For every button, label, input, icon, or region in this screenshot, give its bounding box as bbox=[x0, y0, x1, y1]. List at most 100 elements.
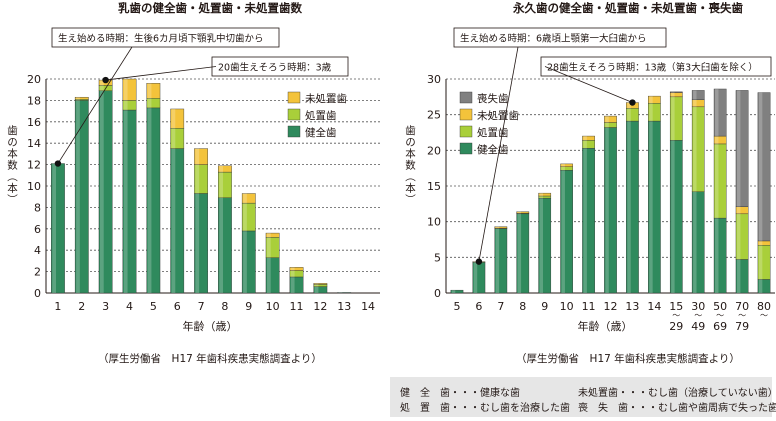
x-tick-label: 14 bbox=[361, 300, 375, 313]
bar-highlight bbox=[627, 108, 631, 122]
x-tick-label: 12 bbox=[313, 300, 327, 313]
x-tick-label: 13 bbox=[625, 300, 639, 313]
bar-highlight bbox=[693, 191, 697, 293]
bar-highlight bbox=[715, 136, 719, 144]
bar-highlight bbox=[76, 99, 80, 101]
x-tick-label: 9 bbox=[245, 300, 252, 313]
bar-highlight bbox=[671, 91, 675, 93]
x-tick-label: 6 bbox=[475, 300, 482, 313]
bar-segment bbox=[713, 88, 727, 137]
bar-highlight bbox=[219, 172, 223, 198]
x-tick-label: 2 bbox=[78, 300, 85, 313]
x-tick-tilde: 〜 bbox=[738, 311, 746, 320]
legend-label: 未処置歯 bbox=[477, 109, 519, 122]
bar-highlight bbox=[517, 213, 522, 293]
bar-highlight bbox=[147, 83, 152, 99]
x-tick-label: 3 bbox=[102, 300, 109, 313]
bar-highlight bbox=[314, 284, 319, 287]
bar-segment bbox=[648, 95, 661, 104]
legend-swatch bbox=[459, 91, 473, 104]
bar-highlight bbox=[147, 107, 152, 293]
bar-highlight bbox=[715, 218, 719, 293]
x-tick-label-end: 79 bbox=[735, 320, 749, 333]
bar-highlight bbox=[736, 90, 741, 207]
source-note-right: （厚生労働省 H17 年歯科疾患実態調査より） bbox=[516, 352, 740, 365]
legend-label: 健全歯 bbox=[305, 126, 337, 139]
bar-highlight bbox=[715, 88, 719, 137]
annotation-box bbox=[51, 27, 280, 48]
bar-highlight bbox=[649, 121, 653, 293]
annotation-text: 20歯生えそろう時期：3歳 bbox=[218, 62, 332, 74]
x-tick-label: 1 bbox=[54, 300, 61, 313]
y-tick-label: 12 bbox=[27, 159, 41, 172]
bar-highlight bbox=[693, 106, 697, 192]
bar-highlight bbox=[758, 245, 763, 280]
x-tick-label: 5 bbox=[150, 300, 157, 313]
x-tick-label: 6 bbox=[174, 300, 181, 313]
x-tick-label-end: 29 bbox=[669, 320, 683, 333]
x-tick-label: 70 bbox=[735, 300, 749, 313]
y-tick-label: 0 bbox=[434, 287, 441, 300]
bar-segment bbox=[194, 148, 208, 165]
bar-highlight bbox=[99, 85, 104, 91]
legend-swatch bbox=[459, 125, 473, 138]
y-tick-label: 20 bbox=[427, 144, 441, 157]
bar-segment bbox=[74, 96, 89, 100]
x-tick-label: 10 bbox=[266, 300, 280, 313]
legend-label: 未処置歯 bbox=[305, 92, 347, 105]
bar-highlight bbox=[123, 79, 128, 101]
y-tick-label: 6 bbox=[34, 223, 41, 236]
annotation-leader bbox=[478, 46, 519, 262]
annotation-text: 28歯生えそろう時期：13歳（第3大臼歯を除く） bbox=[547, 62, 758, 74]
bar-segment bbox=[735, 90, 749, 207]
legend-label: 処置歯 bbox=[477, 126, 509, 139]
y-axis-label: 歯の本数（本） bbox=[404, 124, 416, 205]
bar-highlight bbox=[736, 206, 741, 214]
y-tick-label: 2 bbox=[34, 266, 41, 279]
annotation-dot bbox=[54, 160, 62, 167]
x-tick-tilde: 〜 bbox=[694, 311, 702, 320]
bar-highlight bbox=[561, 163, 565, 167]
x-tick-label: 11 bbox=[582, 300, 596, 313]
bar-highlight bbox=[627, 121, 631, 293]
bar-highlight bbox=[605, 127, 609, 293]
legend-swatch bbox=[287, 91, 301, 104]
bar-highlight bbox=[52, 163, 56, 293]
chart-primary-teeth: 乳歯の健全歯・処置歯・未処置歯数02468101214161820歯の本数（本）… bbox=[6, 1, 380, 333]
bar-segment bbox=[494, 226, 508, 229]
x-tick-label: 7 bbox=[497, 300, 504, 313]
bar-segment bbox=[337, 292, 352, 294]
x-tick-label: 11 bbox=[290, 300, 304, 313]
y-tick-label: 4 bbox=[34, 244, 41, 257]
legend-label: 健全歯 bbox=[477, 143, 509, 156]
x-tick-label: 7 bbox=[198, 300, 205, 313]
chart-title: 乳歯の健全歯・処置歯・未処置歯数 bbox=[118, 1, 302, 15]
annotation-dot bbox=[102, 76, 109, 84]
bar-highlight bbox=[219, 197, 223, 293]
annotation-dot bbox=[629, 99, 636, 106]
bar-highlight bbox=[605, 116, 609, 123]
y-tick-label: 14 bbox=[27, 137, 41, 150]
x-tick-label: 30 bbox=[691, 300, 705, 313]
bar-highlight bbox=[147, 98, 152, 108]
bar-highlight bbox=[671, 92, 675, 97]
bar-highlight bbox=[517, 213, 522, 214]
bar-highlight bbox=[495, 226, 500, 229]
bar-highlight bbox=[605, 122, 609, 128]
legend-label: 処置歯 bbox=[305, 109, 337, 122]
bar-segment bbox=[289, 267, 304, 271]
x-tick-label: 14 bbox=[647, 300, 661, 313]
annotation-box bbox=[540, 56, 772, 77]
bar-segment bbox=[757, 92, 771, 242]
annotation-leader bbox=[544, 66, 633, 103]
x-tick-label: 4 bbox=[126, 300, 133, 313]
y-tick-label: 5 bbox=[434, 251, 441, 264]
bar-highlight bbox=[99, 80, 104, 86]
y-tick-label: 10 bbox=[427, 216, 441, 229]
bar-highlight bbox=[266, 237, 271, 258]
bar-highlight bbox=[517, 211, 522, 214]
x-tick-label: 9 bbox=[541, 300, 548, 313]
bar-segment bbox=[122, 78, 137, 101]
bar-highlight bbox=[758, 92, 763, 241]
x-tick-tilde: 〜 bbox=[760, 311, 768, 320]
